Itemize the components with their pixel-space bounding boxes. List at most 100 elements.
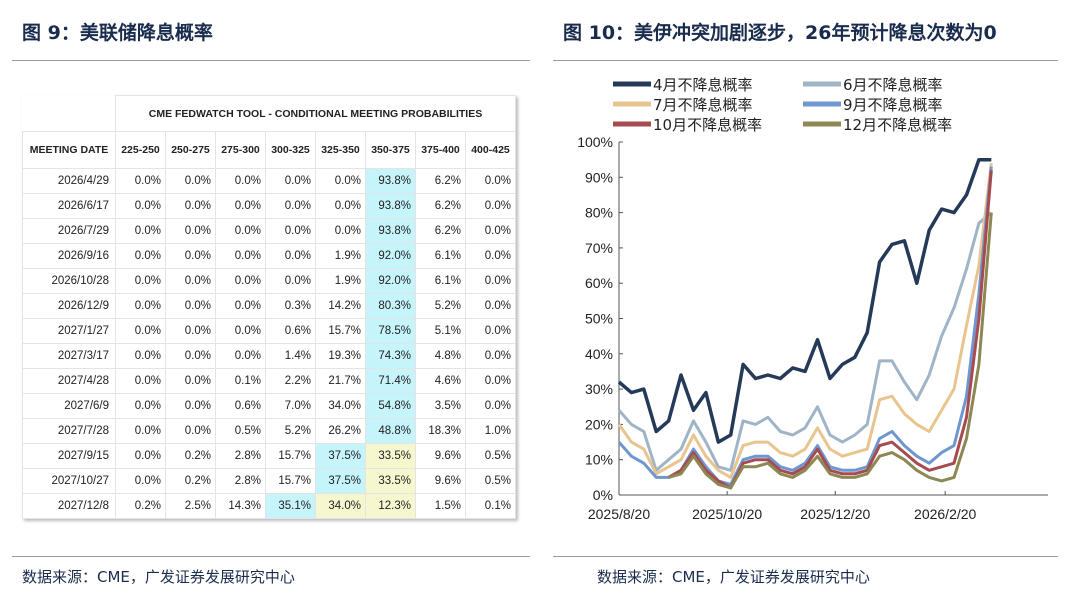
table-row: 2026/7/29 0.0% 0.0% 0.0% 0.0% 0.0% 93.8% 6.2% 0.…: [22, 218, 516, 244]
probability-cell: 3.5%: [415, 393, 466, 419]
probability-cell: 0.0%: [115, 293, 166, 319]
x-tick-label: 2025/10/20: [692, 506, 762, 522]
probability-cell: 34.0%: [315, 393, 366, 419]
probability-cell: 7.0%: [265, 393, 316, 419]
probability-cell: 0.0%: [465, 168, 516, 194]
legend-label: 12月不降息概率: [843, 116, 952, 134]
probability-cell: 37.5%: [315, 443, 366, 469]
meeting-date-cell: 2026/9/16: [22, 243, 116, 269]
probability-cell: 93.8%: [365, 193, 416, 219]
probability-cell: 93.8%: [365, 168, 416, 194]
probability-cell: 2.5%: [165, 493, 216, 519]
probability-cell: 0.0%: [165, 193, 216, 219]
probability-cell: 0.1%: [465, 493, 516, 519]
probability-cell: 0.0%: [165, 343, 216, 369]
probability-cell: 0.3%: [265, 293, 316, 319]
column-header: 325-350: [315, 131, 366, 169]
probability-cell: 2.8%: [215, 468, 266, 494]
probability-cell: 0.0%: [115, 268, 166, 294]
column-header: 375-400: [415, 131, 466, 169]
probability-cell: 0.0%: [215, 343, 266, 369]
y-tick-label: 60%: [585, 275, 613, 291]
probability-cell: 0.0%: [265, 218, 316, 244]
probability-cell: 9.6%: [415, 443, 466, 469]
probability-cell: 15.7%: [315, 318, 366, 344]
probability-cell: 0.0%: [115, 218, 166, 244]
probability-cell: 0.0%: [165, 268, 216, 294]
probability-cell: 0.0%: [165, 168, 216, 194]
probability-cell: 35.1%: [265, 493, 316, 519]
meeting-date-cell: 2026/6/17: [22, 193, 116, 219]
probability-cell: 6.2%: [415, 218, 466, 244]
column-header: 300-325: [265, 131, 316, 169]
table-caption: CME FEDWATCH TOOL - CONDITIONAL MEETING …: [115, 95, 516, 132]
probability-cell: 1.9%: [315, 243, 366, 269]
probability-cell: 0.0%: [115, 193, 166, 219]
probability-cell: 1.0%: [465, 418, 516, 444]
probability-cell: 37.5%: [315, 468, 366, 494]
probability-cell: 1.4%: [265, 343, 316, 369]
probability-cell: 0.0%: [115, 468, 166, 494]
table-row: 2027/9/15 0.0% 0.2% 2.8% 15.7% 37.5% 33.5% 9.6%…: [22, 443, 516, 469]
meeting-date-cell: 2026/7/29: [22, 218, 116, 244]
legend-label: 4月不降息概率: [653, 76, 753, 94]
series-line: [617, 157, 992, 444]
probability-cell: 0.0%: [465, 243, 516, 269]
probability-cell: 0.0%: [115, 243, 166, 269]
y-tick-label: 70%: [585, 240, 613, 256]
legend-label: 9月不降息概率: [843, 96, 943, 114]
probability-cell: 0.0%: [315, 218, 366, 244]
x-tick-label: 2025/8/20: [588, 506, 650, 522]
meeting-date-cell: 2026/10/28: [22, 268, 116, 294]
column-header: 250-275: [165, 131, 216, 169]
series-line: [668, 212, 993, 490]
table-row: 2027/6/9 0.0% 0.0% 0.6% 7.0% 34.0% 54.8% 3.5% 0.…: [22, 393, 516, 419]
y-tick-label: 100%: [577, 134, 613, 150]
meeting-date-cell: 2026/4/29: [22, 168, 116, 194]
probability-cell: 0.2%: [165, 468, 216, 494]
probability-cell: 0.0%: [215, 268, 266, 294]
probability-cell: 0.0%: [165, 368, 216, 394]
meeting-date-cell: 2027/9/15: [22, 443, 116, 469]
meeting-date-cell: 2026/12/9: [22, 293, 116, 319]
table-row: 2026/12/9 0.0% 0.0% 0.0% 0.3% 14.2% 80.3% 5.2% 0…: [22, 293, 516, 319]
divider: [553, 60, 1058, 61]
meeting-date-cell: 2027/6/9: [22, 393, 116, 419]
table-row: 2027/7/28 0.0% 0.0% 0.5% 5.2% 26.2% 48.8% 18.3%…: [22, 418, 516, 444]
probability-cell: 92.0%: [365, 268, 416, 294]
probability-cell: 0.2%: [115, 493, 166, 519]
probability-cell: 0.0%: [465, 293, 516, 319]
column-header: 400-425: [465, 131, 516, 169]
probability-cell: 0.0%: [215, 293, 266, 319]
probability-cell: 0.0%: [165, 418, 216, 444]
probability-cell: 2.8%: [215, 443, 266, 469]
probability-cell: 0.0%: [265, 193, 316, 219]
series-line: [667, 170, 993, 490]
table-row: 2026/10/28 0.0% 0.0% 0.0% 0.0% 1.9% 92.0% 6.1% 0…: [22, 268, 516, 294]
left-source-note: 数据来源：CME，广发证券发展研究中心: [22, 568, 295, 586]
probability-cell: 12.3%: [365, 493, 416, 519]
probability-cell: 0.0%: [115, 443, 166, 469]
probability-cell: 0.0%: [215, 218, 266, 244]
table-row: 2026/9/16 0.0% 0.0% 0.0% 0.0% 1.9% 92.0% 6.1% 0.…: [22, 243, 516, 269]
legend-label: 7月不降息概率: [653, 96, 753, 114]
probability-cell: 0.0%: [115, 318, 166, 344]
probability-cell: 4.8%: [415, 343, 466, 369]
probability-cell: 14.3%: [215, 493, 266, 519]
probability-cell: 2.2%: [265, 368, 316, 394]
y-tick-label: 50%: [585, 311, 613, 327]
meeting-date-cell: 2027/3/17: [22, 343, 116, 369]
probability-cell: 5.2%: [265, 418, 316, 444]
y-tick-label: 0%: [593, 487, 613, 503]
probability-cell: 6.2%: [415, 193, 466, 219]
probability-cell: 6.2%: [415, 168, 466, 194]
fedwatch-table: CME FEDWATCH TOOL - CONDITIONAL MEETING …: [22, 95, 516, 519]
probability-cell: 0.0%: [115, 168, 166, 194]
divider: [12, 60, 530, 61]
column-header: 275-300: [215, 131, 266, 169]
column-header: 350-375: [365, 131, 416, 169]
table-row: 2027/12/8 0.2% 2.5% 14.3% 35.1% 34.0% 12.3% 1.5…: [22, 493, 516, 519]
y-tick-label: 80%: [585, 205, 613, 221]
divider: [553, 556, 1058, 557]
probability-cell: 0.5%: [465, 443, 516, 469]
